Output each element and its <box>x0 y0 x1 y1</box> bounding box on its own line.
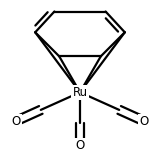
Text: O: O <box>11 115 21 128</box>
Text: Ru: Ru <box>72 86 88 99</box>
Text: O: O <box>139 115 149 128</box>
Text: O: O <box>75 139 85 152</box>
